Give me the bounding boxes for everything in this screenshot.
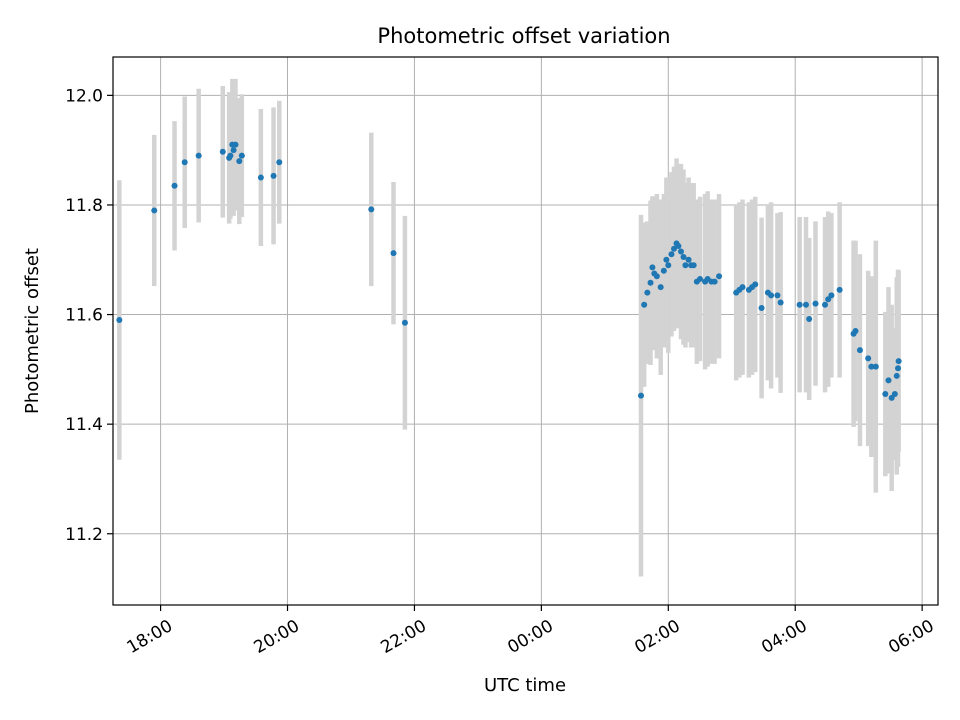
data-point xyxy=(644,289,651,296)
data-point xyxy=(236,158,243,165)
data-point xyxy=(812,300,819,307)
data-point xyxy=(774,292,781,299)
y-tick-label: 11.2 xyxy=(65,525,103,545)
data-point xyxy=(270,172,277,179)
data-point xyxy=(697,275,704,282)
data-point xyxy=(680,254,687,261)
data-points xyxy=(116,141,902,401)
data-point xyxy=(872,363,879,370)
plot-area-frame xyxy=(112,56,939,606)
data-point xyxy=(649,264,656,271)
data-point xyxy=(238,152,245,159)
data-point xyxy=(663,256,670,263)
data-point xyxy=(868,363,875,370)
data-point xyxy=(777,299,784,306)
data-point xyxy=(401,319,408,326)
data-point xyxy=(828,292,835,299)
data-point xyxy=(671,245,677,252)
y-tick-label: 11.6 xyxy=(65,306,103,326)
y-tick-label: 11.4 xyxy=(65,415,103,435)
chart-title: Photometric offset variation xyxy=(377,24,670,48)
data-point xyxy=(806,315,813,322)
data-point xyxy=(893,372,900,379)
data-point xyxy=(668,251,675,258)
data-point xyxy=(711,278,718,285)
data-point xyxy=(865,355,872,362)
data-point xyxy=(856,347,863,354)
data-point xyxy=(685,256,692,263)
data-point xyxy=(657,284,664,291)
data-point xyxy=(276,159,283,166)
y-tick-label: 12.0 xyxy=(65,86,103,106)
data-point xyxy=(227,152,234,159)
data-point xyxy=(758,304,765,311)
data-point xyxy=(181,159,188,166)
data-point xyxy=(677,248,684,255)
data-point xyxy=(660,267,667,274)
data-point xyxy=(638,392,644,399)
y-axis-ticks: 11.2 11.4 11.6 11.8 12.0 xyxy=(65,86,113,545)
data-point xyxy=(895,365,902,372)
data-point xyxy=(891,391,898,398)
data-point xyxy=(716,273,723,280)
y-axis-title: Photometric offset xyxy=(22,248,43,414)
y-tick-label: 11.8 xyxy=(65,196,103,216)
data-point xyxy=(739,284,746,291)
data-point xyxy=(195,152,202,159)
data-point xyxy=(852,328,859,334)
data-point xyxy=(768,292,775,299)
data-point xyxy=(390,250,397,257)
data-point xyxy=(836,286,843,293)
data-point xyxy=(116,317,123,324)
data-point xyxy=(653,273,660,280)
data-point xyxy=(641,301,648,308)
data-point xyxy=(895,358,902,365)
x-axis-title: UTC time xyxy=(484,675,566,696)
data-point xyxy=(647,279,654,286)
data-point xyxy=(151,207,158,214)
data-point xyxy=(822,301,829,308)
data-point xyxy=(796,301,803,308)
data-point xyxy=(232,141,239,148)
data-point xyxy=(675,243,682,250)
data-point xyxy=(803,301,809,308)
data-point xyxy=(665,262,672,269)
data-point xyxy=(230,147,237,154)
data-point xyxy=(368,206,375,213)
data-point xyxy=(885,377,892,384)
data-point xyxy=(682,262,689,269)
data-point xyxy=(257,174,264,181)
data-point xyxy=(219,148,226,155)
data-point xyxy=(752,281,759,288)
data-point xyxy=(882,391,889,398)
data-point xyxy=(690,262,697,269)
data-point xyxy=(171,182,178,189)
